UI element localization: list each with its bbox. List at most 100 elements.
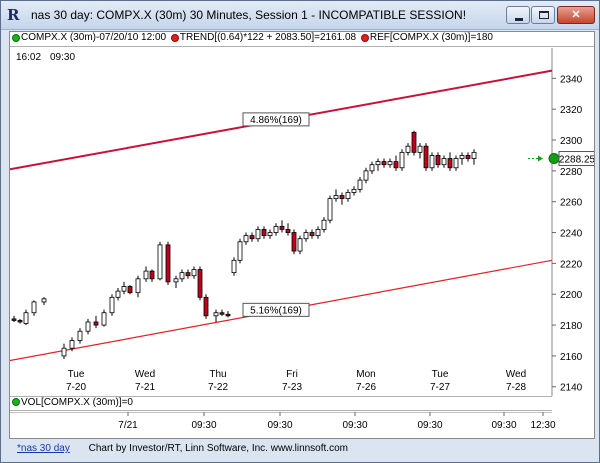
day-date-label: 7-28 — [506, 382, 526, 393]
price-tick-label: 2220 — [560, 259, 583, 270]
close-button[interactable]: ✕ — [557, 6, 595, 24]
volume-status-icon[interactable] — [12, 398, 20, 407]
candle-body — [279, 225, 285, 230]
candle-body — [179, 272, 185, 280]
candle-body — [273, 225, 279, 233]
candle-body — [85, 321, 91, 332]
volume-legend[interactable]: VOL[COMPX.X (30m)]=0 — [10, 396, 552, 411]
candle-body — [77, 330, 83, 341]
chart-r-icon: R — [7, 6, 20, 24]
candle-body — [309, 232, 315, 237]
price-chart[interactable]: 16:02 09:30 2140 2160 2180 2200 2220 2240 2260… — [10, 48, 594, 396]
candle-body — [11, 318, 17, 321]
candle-body — [243, 235, 249, 243]
candle-body — [453, 158, 459, 169]
legend-ref[interactable]: REF[COMPX.X (30m)]=180 — [369, 32, 493, 43]
candle-body — [459, 155, 465, 159]
candle-body — [267, 232, 273, 237]
price-marker-dot — [548, 153, 560, 165]
candle-body — [465, 155, 471, 159]
title-bar[interactable]: R nas 30 day: COMPX.X (30m) 30 Minutes, … — [1, 1, 599, 30]
day-date-label: 7-23 — [282, 382, 302, 393]
time-label: 16:02 — [16, 52, 41, 63]
credit-text: Chart by Investor/RT, Linn Software, Inc… — [88, 443, 348, 454]
day-name-label: Fri — [286, 369, 298, 380]
candle-body — [339, 195, 345, 200]
candle-body — [191, 269, 197, 277]
upper-channel-label: 4.86%(169) — [250, 115, 302, 126]
volume-label[interactable]: VOL[COMPX.X (30m)]=0 — [21, 397, 133, 408]
chart-area[interactable]: COMPX.X (30m)-07/20/10 12:00 TREND[(0.64… — [9, 31, 595, 439]
candle-body — [423, 145, 429, 169]
day-date-label: 7-27 — [430, 382, 450, 393]
legend-trend[interactable]: TREND[(0.64)*122 + 2083.50]=2161.08 — [179, 32, 357, 43]
candle-body — [435, 155, 441, 166]
day-name-label: Tue — [68, 369, 85, 380]
candle-body — [333, 195, 339, 200]
trend-status-icon[interactable] — [170, 33, 179, 42]
window-title: nas 30 day: COMPX.X (30m) 30 Minutes, Se… — [31, 8, 467, 22]
legend-bar[interactable]: COMPX.X (30m)-07/20/10 12:00 TREND[(0.64… — [10, 32, 594, 47]
time-tick-label: 7/21 — [118, 420, 138, 431]
candle-body — [69, 340, 75, 349]
candle-body — [327, 198, 333, 221]
candle-body — [321, 219, 327, 230]
candle-body — [31, 301, 37, 314]
candle-body — [173, 278, 179, 283]
minimize-button[interactable] — [506, 6, 530, 24]
price-tick-label: 2280 — [560, 167, 583, 178]
status-bar: *nas 30 day Chart by Investor/RT, Linn S… — [17, 443, 348, 454]
candle-body — [231, 259, 237, 274]
candle-body — [17, 320, 23, 323]
candle-body — [351, 188, 357, 193]
candle-body — [291, 232, 297, 252]
candle-body — [149, 270, 155, 280]
candle-body — [203, 296, 209, 317]
day-name-label: Tue — [432, 369, 449, 380]
candle-body — [381, 161, 387, 166]
price-tick-label: 2240 — [560, 229, 583, 240]
day-date-label: 7-21 — [135, 382, 155, 393]
chart-tab[interactable]: *nas 30 day — [17, 443, 70, 454]
symbol-status-icon[interactable] — [12, 33, 20, 42]
candle-body — [41, 298, 47, 303]
day-date-label: 7-22 — [208, 382, 228, 393]
time-tick-label: 12:30 — [530, 420, 555, 431]
current-price-label: 2288.25 — [559, 155, 594, 166]
price-marker-arrow — [538, 155, 543, 162]
lower-channel-label-box — [242, 302, 310, 317]
candle-body — [399, 151, 405, 169]
legend-symbol[interactable]: COMPX.X (30m)-07/20/10 12:00 — [21, 32, 167, 43]
candle-body — [471, 151, 477, 159]
candle-body — [405, 145, 411, 153]
candle-body — [285, 229, 291, 233]
candle-body — [297, 238, 303, 252]
day-date-label: 7-26 — [356, 382, 376, 393]
candle-body — [23, 312, 29, 324]
price-tick-label: 2340 — [560, 74, 583, 85]
price-tick-label: 2200 — [560, 290, 583, 301]
candle-body — [61, 347, 67, 357]
candle-body — [249, 235, 255, 240]
price-tick-label: 2300 — [560, 136, 583, 147]
candle-body — [185, 272, 191, 277]
candle-body — [255, 229, 261, 240]
candle-body — [357, 179, 363, 190]
candle-body — [411, 131, 417, 153]
time-axis: 7/21 09:30 09:30 09:30 09:30 09:30 12:30 — [10, 412, 556, 431]
candle-body — [157, 244, 163, 280]
close-icon: ✕ — [571, 9, 581, 21]
price-tick-label: 2260 — [560, 198, 583, 209]
time-tick-label: 09:30 — [342, 420, 367, 431]
minimize-icon — [515, 18, 523, 21]
candle-body — [387, 161, 393, 166]
maximize-button[interactable] — [531, 6, 555, 24]
candle-body — [115, 290, 121, 298]
price-tick-label: 2140 — [560, 383, 583, 394]
ref-status-icon[interactable] — [360, 33, 369, 42]
candle-body — [197, 269, 203, 298]
candle-body — [447, 158, 453, 169]
candle-body — [417, 145, 423, 153]
time-tick-label: 09:30 — [491, 420, 516, 431]
